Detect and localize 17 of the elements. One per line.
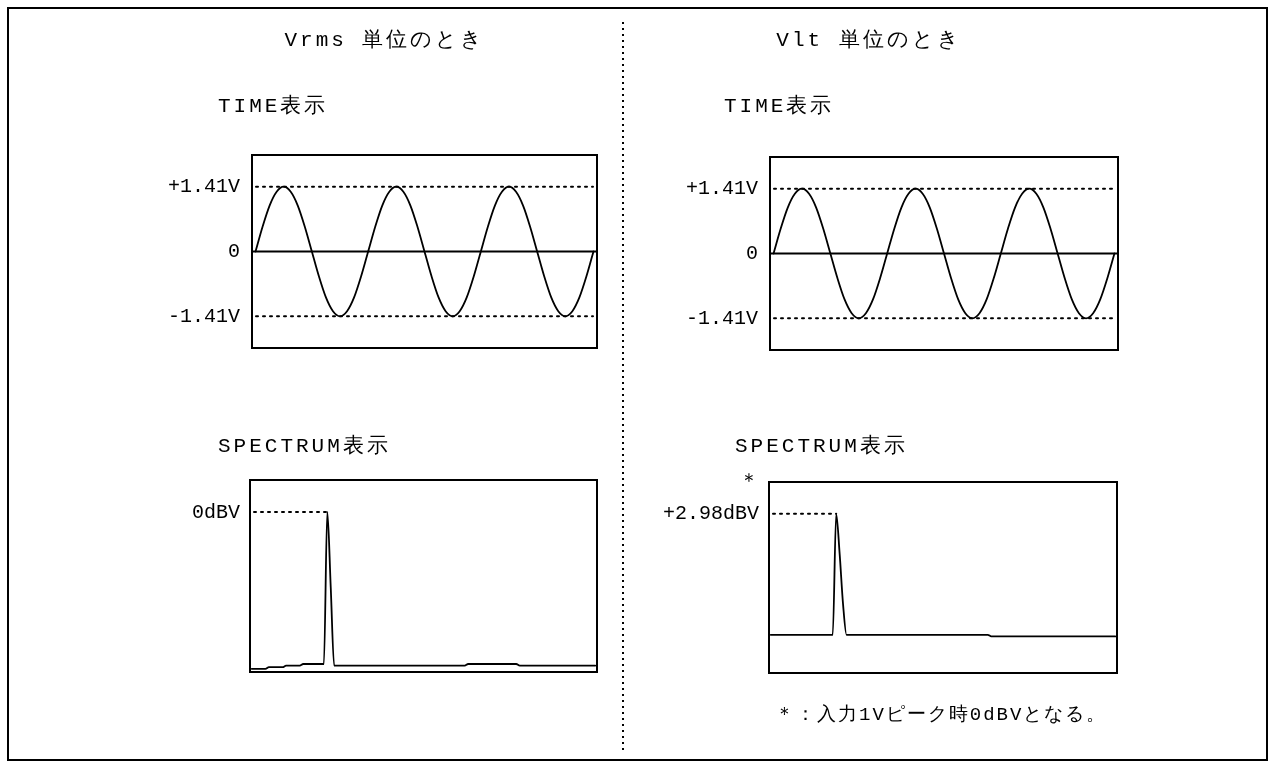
y-tick-label: -1.41V xyxy=(685,306,758,330)
y-tick-label: 0 xyxy=(745,242,758,265)
text: ＊：入力1Vピーク時0dBVとなる。 xyxy=(775,704,1108,726)
y-tick-label: +1.41V xyxy=(685,177,758,201)
chart-subtitle: TIME表示 xyxy=(218,94,329,118)
chart-title: Vrms 単位のとき xyxy=(284,29,486,52)
chart-title: Vlt 単位のとき xyxy=(776,29,962,52)
y-tick-label: +1.41V xyxy=(167,175,240,199)
y-tick-label: 0 xyxy=(227,240,240,263)
line-series xyxy=(254,185,595,318)
y-tick-label: -1.41V xyxy=(167,304,240,328)
ref-line-label: 0dBV xyxy=(191,500,240,524)
chart-title: SPECTRUM表示 xyxy=(735,434,908,458)
chart-title: SPECTRUM表示 xyxy=(218,434,391,458)
ref-line-label: ＊ +2.98dBV xyxy=(662,470,759,526)
chart-subtitle: TIME表示 xyxy=(724,94,835,118)
line-series xyxy=(772,187,1116,320)
